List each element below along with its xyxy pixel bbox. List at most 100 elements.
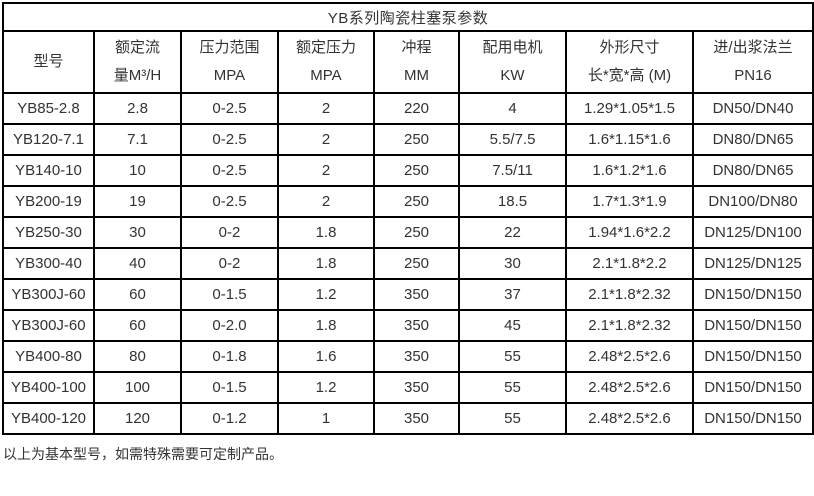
cell-model: YB140-10 <box>2 154 95 187</box>
cell-pressure_range: 0-2.5 <box>180 154 279 187</box>
header-cell-rated-pressure: 额定压力 MPA <box>277 30 375 94</box>
cell-flange: DN80/DN65 <box>691 123 814 156</box>
header-cell-pressure-range: 压力范围 MPA <box>180 30 279 94</box>
header-line: 额定流 <box>114 39 160 56</box>
cell-pressure_range: 0-2.5 <box>180 92 279 125</box>
cell-stroke: 350 <box>373 278 460 311</box>
cell-stroke: 250 <box>373 247 460 280</box>
table-row: YB300J-60 60 0-1.5 1.2 350 37 2.1*1.8*2.32 DN15… <box>2 278 814 311</box>
cell-dimensions: 2.1*1.8*2.32 <box>565 278 694 311</box>
cell-flange: DN150/DN150 <box>691 371 814 404</box>
header-line: 额定压力 <box>295 39 356 56</box>
cell-rated_flow: 120 <box>93 402 182 435</box>
header-cell-flange: 进/出浆法兰 PN16 <box>691 30 814 94</box>
cell-motor_power: 55 <box>458 340 567 373</box>
cell-rated_flow: 19 <box>93 185 182 218</box>
cell-rated_flow: 40 <box>93 247 182 280</box>
table-row: YB300J-60 60 0-2.0 1.8 350 45 2.1*1.8*2.32 DN15… <box>2 309 814 342</box>
footer-note: 以上为基本型号，如需特殊需要可定制产品。 <box>3 446 283 462</box>
cell-motor_power: 30 <box>458 247 567 280</box>
cell-rated_pressure: 2 <box>277 123 375 156</box>
header-line: 压力范围 <box>199 39 260 56</box>
cell-dimensions: 2.48*2.5*2.6 <box>565 402 694 435</box>
cell-motor_power: 22 <box>458 216 567 249</box>
cell-rated_flow: 30 <box>93 216 182 249</box>
cell-motor_power: 18.5 <box>458 185 567 218</box>
cell-rated_pressure: 2 <box>277 154 375 187</box>
header-cell-stroke: 冲程 MM <box>373 30 460 94</box>
table-row: YB300-40 40 0-2 1.8 250 30 2.1*1.8*2.2 DN125/DN… <box>2 247 814 280</box>
cell-pressure_range: 0-2.5 <box>180 123 279 156</box>
cell-motor_power: 4 <box>458 92 567 125</box>
table-row: YB200-19 19 0-2.5 2 250 18.5 1.7*1.3*1.9 DN100/… <box>2 185 814 218</box>
cell-pressure_range: 0-2 <box>180 247 279 280</box>
header-cell-model: 型号 <box>2 30 95 94</box>
header-cell-dimensions: 外形尺寸 长*宽*高 (M) <box>565 30 694 94</box>
header-cell-motor-power: 配用电机 KW <box>458 30 567 94</box>
table-row: YB140-10 10 0-2.5 2 250 7.5/11 1.6*1.2*1.6 DN80… <box>2 154 814 187</box>
header-line: PN16 <box>734 67 772 84</box>
cell-dimensions: 1.29*1.05*1.5 <box>565 92 694 125</box>
cell-stroke: 250 <box>373 154 460 187</box>
header-line: KW <box>500 67 525 84</box>
cell-stroke: 220 <box>373 92 460 125</box>
cell-rated_flow: 60 <box>93 309 182 342</box>
header-line: 长*宽*高 (M) <box>587 67 672 84</box>
pump-spec-table: YB系列陶瓷柱塞泵参数 型号 额定流 量M³/H 压力范围 MPA 额定压力 M… <box>1 2 814 435</box>
cell-rated_flow: 100 <box>93 371 182 404</box>
cell-rated_pressure: 1.8 <box>277 309 375 342</box>
cell-pressure_range: 0-1.5 <box>180 371 279 404</box>
cell-model: YB400-120 <box>2 402 95 435</box>
cell-dimensions: 1.7*1.3*1.9 <box>565 185 694 218</box>
cell-stroke: 350 <box>373 309 460 342</box>
cell-flange: DN80/DN65 <box>691 154 814 187</box>
cell-pressure_range: 0-1.8 <box>180 340 279 373</box>
header-row: 型号 额定流 量M³/H 压力范围 MPA 额定压力 MPA 冲程 MM 配用电… <box>2 30 814 94</box>
cell-pressure_range: 0-2.5 <box>180 185 279 218</box>
cell-rated_pressure: 1 <box>277 402 375 435</box>
cell-flange: DN150/DN150 <box>691 340 814 373</box>
cell-stroke: 350 <box>373 340 460 373</box>
cell-rated_pressure: 2 <box>277 92 375 125</box>
cell-rated_pressure: 1.8 <box>277 247 375 280</box>
cell-model: YB120-7.1 <box>2 123 95 156</box>
header-line: 配用电机 <box>482 39 543 56</box>
header-line: 冲程 <box>401 39 432 56</box>
cell-stroke: 350 <box>373 371 460 404</box>
cell-flange: DN150/DN150 <box>691 278 814 311</box>
cell-motor_power: 5.5/7.5 <box>458 123 567 156</box>
cell-model: YB300J-60 <box>2 278 95 311</box>
cell-flange: DN50/DN40 <box>691 92 814 125</box>
cell-flange: DN150/DN150 <box>691 309 814 342</box>
table-body: YB85-2.8 2.8 0-2.5 2 220 4 1.29*1.05*1.5 DN50/D… <box>2 92 814 435</box>
cell-stroke: 250 <box>373 216 460 249</box>
header-line: 外形尺寸 <box>599 39 660 56</box>
table-row: YB250-30 30 0-2 1.8 250 22 1.94*1.6*2.2 DN125/D… <box>2 216 814 249</box>
cell-pressure_range: 0-1.5 <box>180 278 279 311</box>
cell-model: YB400-80 <box>2 340 95 373</box>
header-cell-rated-flow: 额定流 量M³/H <box>93 30 182 94</box>
cell-dimensions: 1.6*1.2*1.6 <box>565 154 694 187</box>
cell-model: YB300J-60 <box>2 309 95 342</box>
cell-model: YB200-19 <box>2 185 95 218</box>
cell-dimensions: 2.48*2.5*2.6 <box>565 371 694 404</box>
cell-motor_power: 55 <box>458 402 567 435</box>
cell-stroke: 250 <box>373 123 460 156</box>
cell-motor_power: 7.5/11 <box>458 154 567 187</box>
table-row: YB400-100 100 0-1.5 1.2 350 55 2.48*2.5*2.6 DN1… <box>2 371 814 404</box>
cell-dimensions: 2.1*1.8*2.32 <box>565 309 694 342</box>
header-line: MPA <box>213 67 246 84</box>
header-line: MM <box>404 67 429 84</box>
cell-model: YB250-30 <box>2 216 95 249</box>
table-row: YB85-2.8 2.8 0-2.5 2 220 4 1.29*1.05*1.5 DN50/D… <box>2 92 814 125</box>
cell-dimensions: 1.94*1.6*2.2 <box>565 216 694 249</box>
cell-dimensions: 1.6*1.15*1.6 <box>565 123 694 156</box>
table-title: YB系列陶瓷柱塞泵参数 <box>1 2 814 32</box>
cell-rated_pressure: 1.2 <box>277 278 375 311</box>
cell-pressure_range: 0-1.2 <box>180 402 279 435</box>
cell-flange: DN125/DN125 <box>691 247 814 280</box>
cell-motor_power: 45 <box>458 309 567 342</box>
cell-model: YB400-100 <box>2 371 95 404</box>
table-row: YB120-7.1 7.1 0-2.5 2 250 5.5/7.5 1.6*1.15*1.6… <box>2 123 814 156</box>
cell-rated_flow: 7.1 <box>93 123 182 156</box>
